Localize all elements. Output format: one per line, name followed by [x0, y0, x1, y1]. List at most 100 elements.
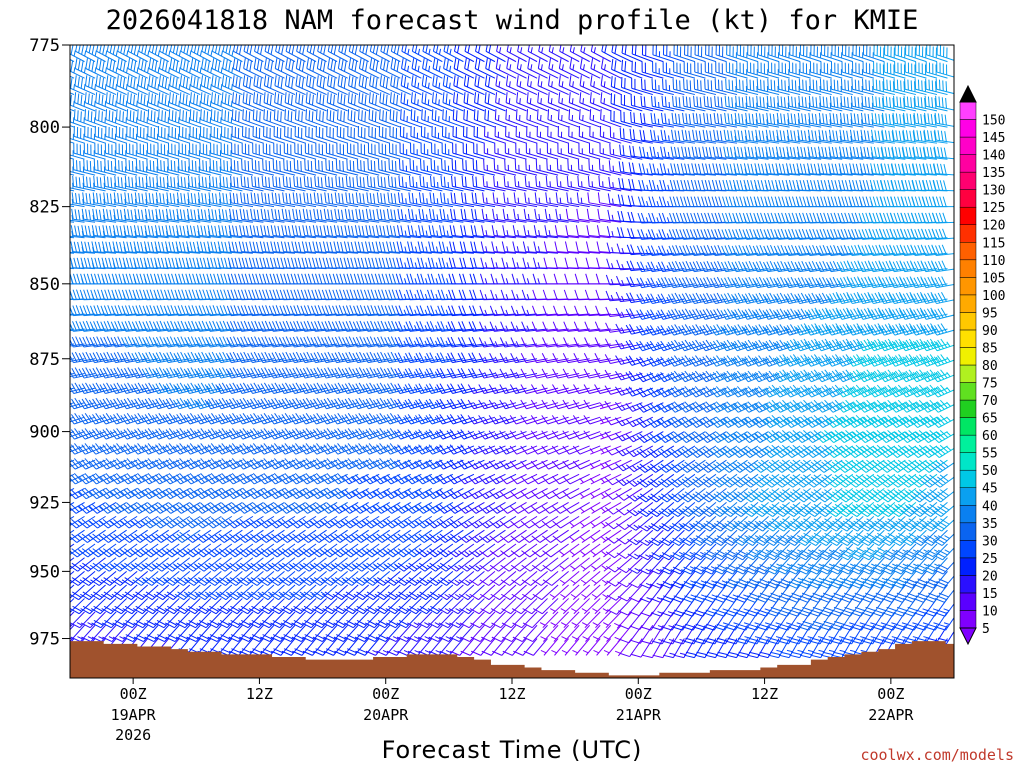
wind-barb [590, 515, 611, 529]
y-tick-label: 800 [29, 118, 60, 138]
wind-barb [185, 598, 212, 615]
wind-barb [210, 125, 233, 144]
wind-barb [384, 336, 411, 348]
wind-barb [82, 175, 106, 192]
wind-barb [110, 487, 138, 500]
wind-barb [205, 305, 232, 317]
wind-barb [122, 598, 149, 615]
wind-barb [116, 75, 138, 96]
wind-barb [82, 192, 106, 208]
wind-barb [204, 397, 232, 410]
wind-barb [207, 624, 233, 643]
wind-barb [158, 75, 180, 96]
colorbar-label: 100 [982, 289, 1005, 304]
wind-barb [114, 159, 138, 176]
wind-barb [794, 260, 822, 273]
wind-barb [142, 570, 170, 586]
wind-barb [70, 92, 75, 96]
wind-barb [231, 142, 254, 160]
wind-barb [162, 367, 190, 379]
wind-barb [123, 208, 148, 223]
wind-barb [194, 336, 222, 348]
wind-barb [741, 260, 769, 273]
wind-barb [135, 159, 159, 176]
wind-barb [143, 598, 170, 615]
wind-barb [70, 144, 85, 160]
wind-barb [579, 487, 601, 500]
wind-barb [123, 225, 148, 239]
wind-barb [70, 75, 75, 79]
wind-barb [225, 443, 254, 455]
wind-barb [198, 175, 222, 192]
wind-barb [232, 75, 254, 96]
wind-barb [126, 109, 148, 128]
wind-barb [94, 109, 117, 128]
wind-barb [946, 45, 948, 46]
wind-barb [185, 584, 212, 601]
colorbar-segment [959, 364, 977, 383]
wind-barb [100, 570, 127, 586]
y-tick-label: 850 [29, 275, 60, 295]
wind-barb [99, 351, 127, 364]
wind-barb [590, 529, 611, 543]
wind-barb [579, 473, 601, 485]
wind-barb [93, 175, 117, 192]
wind-barb [115, 109, 138, 128]
wind-barb [95, 75, 117, 96]
y-tick-label: 925 [29, 493, 60, 513]
colorbar-segment [959, 417, 977, 436]
wind-barb [221, 75, 243, 96]
wind-barb [168, 92, 190, 112]
x-tick-year: 2026 [115, 726, 151, 744]
wind-barb [175, 611, 201, 629]
wind-barb [104, 142, 127, 160]
wind-barb [93, 159, 117, 176]
wind-barb [70, 351, 96, 364]
wind-barb [123, 624, 149, 643]
wind-barb [215, 443, 243, 455]
wind-barb [188, 159, 211, 176]
wind-barb [112, 624, 138, 643]
wind-barb [163, 305, 190, 317]
wind-barb [186, 611, 212, 629]
wind-barb [189, 142, 211, 160]
wind-barb [78, 458, 106, 470]
wind-barb [268, 336, 296, 348]
wind-barb [94, 125, 117, 144]
wind-barb [194, 367, 222, 379]
wind-barb [70, 230, 85, 239]
wind-barb [162, 458, 190, 470]
wind-barb [177, 159, 201, 176]
wind-barb [120, 428, 148, 440]
colorbar-label: 15 [982, 587, 998, 602]
wind-barb [225, 428, 254, 440]
wind-barb [84, 75, 106, 96]
wind-barb [210, 92, 233, 112]
wind-barb [114, 175, 138, 192]
wind-barb [111, 584, 138, 601]
colorbar-label: 145 [982, 131, 1005, 146]
wind-barb [600, 445, 622, 455]
wind-barb [220, 159, 243, 176]
wind-barb [210, 109, 233, 128]
wind-barb [154, 611, 180, 629]
colorbar-segment [959, 329, 977, 348]
wind-barb [899, 260, 927, 273]
wind-barb [110, 336, 138, 348]
wind-barb [166, 175, 190, 192]
wind-barb [373, 336, 401, 348]
y-axis: 775 800 825 850 875 900 925 950 975 [29, 36, 70, 650]
wind-barb [101, 584, 127, 601]
wind-barb [580, 529, 601, 543]
wind-barb [151, 428, 180, 440]
wind-barb [215, 458, 243, 470]
wind-barb [81, 624, 106, 643]
x-tick-time: 00Z [372, 685, 399, 703]
wind-barb [122, 584, 149, 601]
wind-barb [146, 159, 169, 176]
x-tick-time: 12Z [751, 685, 778, 703]
wind-barb [95, 58, 117, 79]
wind-barb [934, 112, 954, 127]
wind-barb [70, 189, 75, 192]
wind-barb [752, 260, 780, 273]
